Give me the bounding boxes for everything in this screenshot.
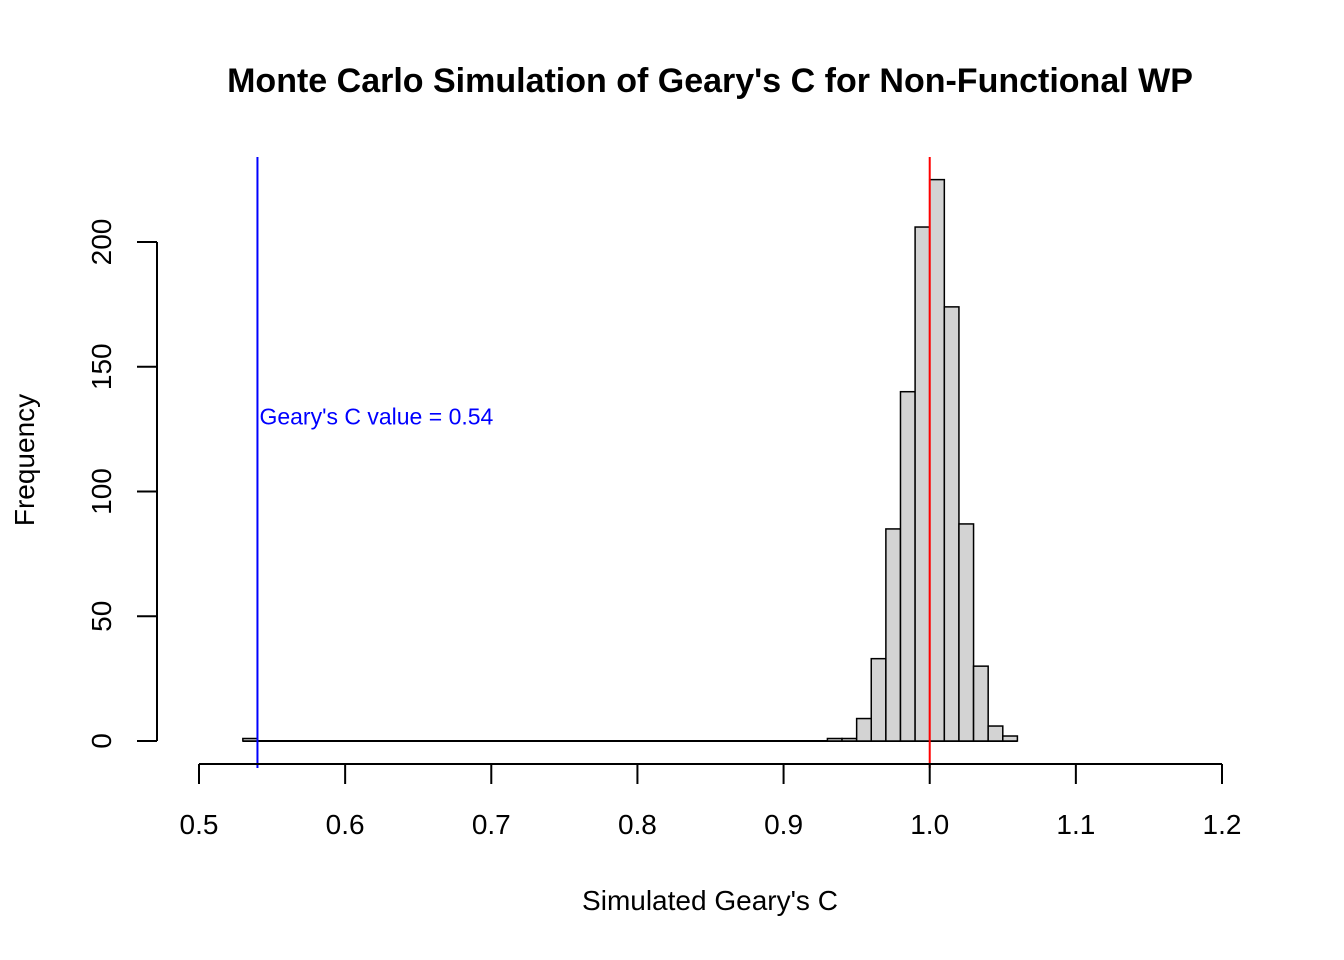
x-tick-label: 0.5 <box>180 809 219 840</box>
histogram-bar <box>826 737 843 742</box>
y-axis: 0 50 100 150 200 <box>86 219 158 749</box>
x-tick-label: 1.1 <box>1056 809 1095 840</box>
x-tick-label: 0.7 <box>472 809 511 840</box>
x-tick-label: 0.9 <box>764 809 803 840</box>
histogram-bar <box>972 665 989 742</box>
histogram-bar <box>943 306 960 742</box>
histogram-bar <box>899 390 916 742</box>
y-tick-label: 100 <box>86 468 117 515</box>
x-tick-label: 0.6 <box>326 809 365 840</box>
x-axis-label: Simulated Geary's C <box>582 885 838 916</box>
histogram-bar <box>928 178 946 742</box>
y-tick-label: 200 <box>86 219 117 266</box>
histogram-bar <box>885 528 902 742</box>
y-tick-label: 50 <box>86 601 117 632</box>
x-axis: 0.5 0.6 0.7 0.8 0.9 1.0 1.1 1.2 <box>180 763 1242 840</box>
histogram-bar <box>242 737 259 742</box>
x-tick-label: 0.8 <box>618 809 657 840</box>
reference-lines <box>256 157 931 768</box>
histogram-bar <box>958 523 975 742</box>
y-axis-label: Frequency <box>9 394 40 526</box>
histogram-bar <box>914 226 931 742</box>
histogram-bars <box>242 178 1019 742</box>
histogram-bar <box>870 657 887 742</box>
histogram-bar <box>987 725 1004 742</box>
histogram-bar <box>1002 735 1019 742</box>
y-tick-label: 150 <box>86 343 117 390</box>
y-tick-label: 0 <box>86 733 117 749</box>
x-tick-label: 1.0 <box>910 809 949 840</box>
x-tick-label: 1.2 <box>1203 809 1242 840</box>
chart-title: Monte Carlo Simulation of Geary's C for … <box>227 62 1193 100</box>
histogram-bar <box>855 717 873 742</box>
histogram-bar <box>841 737 858 742</box>
observed-value-annotation: Geary's C value = 0.54 <box>259 404 493 430</box>
